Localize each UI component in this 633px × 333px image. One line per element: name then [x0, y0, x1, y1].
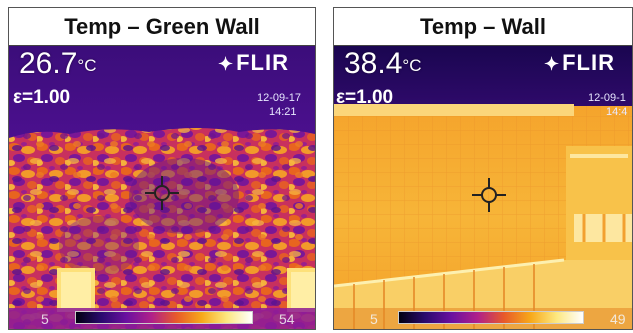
- thermal-image-wall: [334, 46, 632, 329]
- color-scale-bar: [398, 311, 584, 324]
- temperature-readout: 38.4°C: [344, 48, 421, 80]
- scale-max-label: 49: [610, 311, 626, 327]
- thermal-image: 38.4°C ε=1.00 ✦ FLIR 12-09-1 14:4 5 49: [334, 46, 632, 329]
- thermal-panel-wall: Temp – Wall: [333, 7, 633, 330]
- capture-time: 14:21: [269, 106, 297, 118]
- emissivity-label: ε=1.00: [336, 87, 394, 108]
- thermal-image: 26.7°C ε=1.00 ✦ FLIR 12-09-17 14:21 5 54: [9, 46, 315, 329]
- scale-min-label: 5: [41, 311, 49, 327]
- crosshair-icon: [145, 176, 179, 210]
- panel-title: Temp – Green Wall: [9, 8, 315, 46]
- flir-brand: ✦ FLIR: [544, 51, 615, 76]
- temperature-value: 38.4: [344, 47, 403, 80]
- thermal-panel-green-wall: Temp – Green Wall: [8, 7, 316, 330]
- capture-date: 12-09-17: [257, 92, 302, 104]
- temperature-unit: °C: [77, 56, 97, 75]
- color-scale-bar: [75, 311, 253, 324]
- capture-time: 14:4: [606, 106, 628, 118]
- temperature-value: 26.7: [19, 47, 78, 80]
- scale-max-label: 54: [279, 311, 295, 327]
- capture-date: 12-09-1: [588, 92, 626, 104]
- flir-logo-icon: ✦: [544, 54, 560, 74]
- crosshair-icon: [472, 178, 506, 212]
- temperature-unit: °C: [402, 56, 422, 75]
- flir-logo-icon: ✦: [218, 54, 234, 74]
- panel-title: Temp – Wall: [334, 8, 632, 46]
- emissivity-label: ε=1.00: [13, 87, 71, 108]
- brand-name: FLIR: [562, 50, 615, 75]
- brand-name: FLIR: [236, 50, 289, 75]
- scale-min-label: 5: [370, 311, 378, 327]
- temperature-readout: 26.7°C: [19, 48, 96, 80]
- flir-brand: ✦ FLIR: [218, 51, 289, 76]
